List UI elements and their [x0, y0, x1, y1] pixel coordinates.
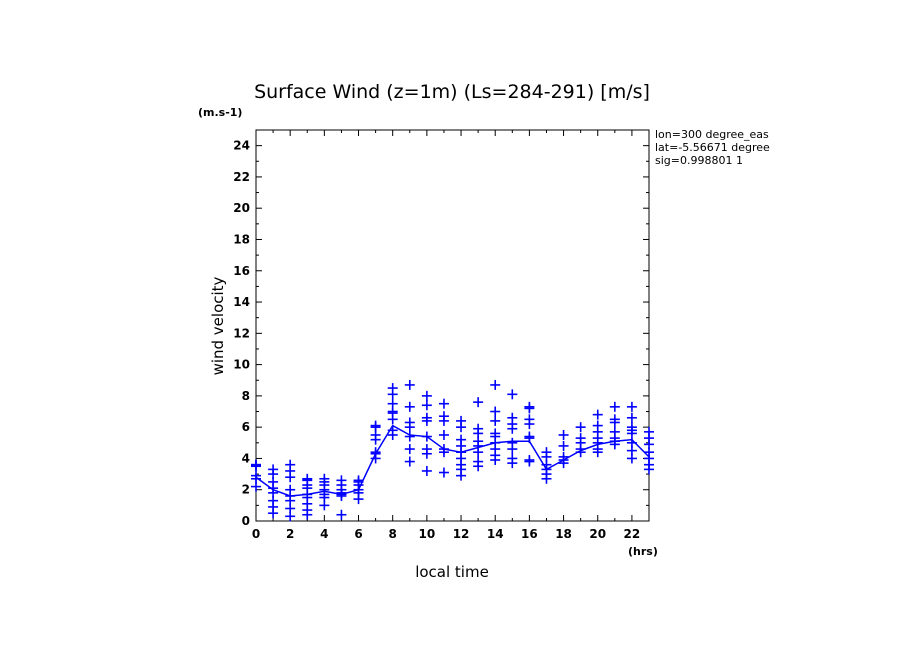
data-point: [387, 389, 398, 400]
data-point: [626, 428, 637, 439]
x-tick-label: 4: [320, 527, 328, 541]
y-tick-label: 12: [233, 326, 250, 340]
data-point: [387, 414, 398, 425]
data-point: [507, 423, 518, 434]
data-point: [421, 400, 432, 411]
annotation-line: sig=0.998801 1: [655, 154, 743, 167]
data-point: [541, 473, 552, 484]
data-point: [421, 390, 432, 401]
y-tick-label: 16: [233, 264, 250, 278]
x-tick-label: 16: [521, 527, 538, 541]
data-point: [592, 409, 603, 420]
chart-title: Surface Wind (z=1m) (Ls=284-291) [m/s]: [254, 81, 650, 103]
data-point: [421, 465, 432, 476]
data-point: [507, 444, 518, 455]
data-point: [490, 455, 501, 466]
data-point: [644, 464, 654, 475]
mean-line: [255, 424, 650, 497]
data-point: [438, 429, 449, 440]
x-axis: 0 2 4 6 8 10 12 14 16 18 20 22: [252, 130, 650, 541]
data-point: [490, 379, 501, 390]
data-point: [456, 422, 467, 433]
x-tick-label: 12: [453, 527, 470, 541]
y-tick-label: 10: [233, 358, 250, 372]
data-point: [285, 472, 296, 483]
data-point: [404, 379, 415, 390]
data-point: [404, 456, 415, 467]
data-point: [336, 509, 347, 520]
x-tick-label: 0: [252, 527, 260, 541]
data-point: [524, 419, 535, 430]
data-point: [558, 429, 569, 440]
x-tick-label: 10: [419, 527, 436, 541]
data-point: [438, 398, 449, 409]
data-point: [387, 429, 398, 440]
data-point: [404, 444, 415, 455]
data-point: [319, 500, 330, 511]
data-point: [370, 434, 381, 445]
x-tick-label: 20: [589, 527, 606, 541]
y-tick-label: 22: [233, 170, 250, 184]
y-axis-label: wind velocity: [209, 276, 227, 375]
data-point: [456, 470, 467, 481]
data-point: [404, 401, 415, 412]
plot-frame: [255, 129, 650, 522]
data-point: [268, 508, 279, 519]
y-tick-label: 2: [242, 483, 250, 497]
data-point: [438, 467, 449, 478]
x-tick-label: 22: [624, 527, 641, 541]
y-tick-label: 20: [233, 201, 250, 215]
data-point: [507, 389, 518, 400]
y-unit-label: (m.s-1): [198, 106, 242, 119]
data-point: [592, 447, 603, 458]
data-point: [626, 412, 637, 423]
data-point: [575, 422, 586, 433]
x-tick-label: 6: [354, 527, 362, 541]
y-tick-label: 8: [242, 389, 250, 403]
data-point: [438, 415, 449, 426]
data-point: [490, 406, 501, 417]
y-tick-label: 4: [242, 451, 250, 465]
x-unit-label: (hrs): [628, 545, 658, 558]
y-tick-label: 6: [242, 420, 250, 434]
data-point: [473, 461, 484, 472]
x-tick-label: 8: [389, 527, 397, 541]
data-point: [251, 461, 261, 472]
data-point: [421, 448, 432, 459]
y-tick-label: 24: [233, 139, 250, 153]
data-point: [524, 456, 535, 467]
x-tick-label: 2: [286, 527, 294, 541]
data-point: [609, 401, 620, 412]
data-point: [285, 511, 296, 522]
y-tick-label: 0: [242, 514, 250, 528]
data-point: [626, 401, 637, 412]
data-point: [524, 403, 535, 414]
data-point: [404, 431, 415, 442]
data-point: [336, 490, 347, 501]
data-point: [507, 458, 518, 469]
y-tick-label: 14: [233, 295, 250, 309]
data-point: [473, 447, 484, 458]
data-point: [626, 453, 637, 464]
x-tick-label: 18: [555, 527, 572, 541]
annotation-line: lon=300 degree_eas: [655, 128, 769, 141]
data-point: [302, 509, 313, 520]
data-point: [353, 494, 364, 505]
data-point: [490, 415, 501, 426]
data-points: [251, 379, 654, 522]
y-tick-label: 18: [233, 232, 250, 246]
data-point: [404, 422, 415, 433]
x-tick-label: 14: [487, 527, 504, 541]
data-point: [251, 481, 261, 492]
annotation-line: lat=-5.56671 degree: [655, 141, 770, 154]
data-point: [558, 440, 569, 451]
x-axis-label: local time: [415, 563, 489, 581]
data-point: [609, 417, 620, 428]
data-point: [421, 415, 432, 426]
data-point: [473, 397, 484, 408]
